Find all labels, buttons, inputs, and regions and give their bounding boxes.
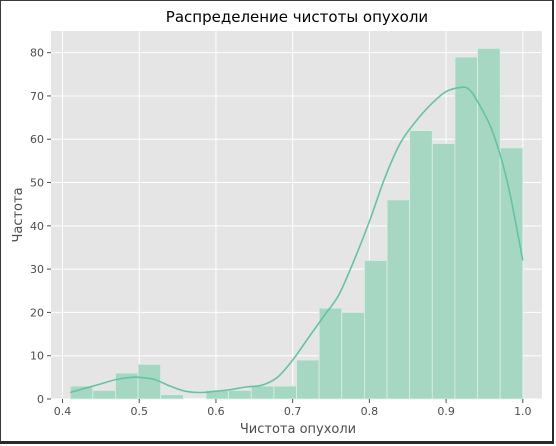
y-tick-label-1: 10 [30, 350, 44, 363]
histogram-bar-15 [409, 130, 433, 400]
x-axis-ticks: 0.4 0.5 0.6 0.7 0.8 0.9 1.0 [54, 399, 532, 418]
histogram-bar-14 [386, 199, 411, 400]
x-tick-label-3: 0.7 [284, 405, 302, 418]
y-tick-label-6: 60 [30, 133, 44, 146]
histogram-bar-8 [250, 385, 275, 400]
histogram-bar-1 [92, 389, 116, 400]
histogram-bar-19 [499, 147, 524, 400]
x-tick-label-0: 0.4 [54, 405, 72, 418]
histogram-bar-7 [228, 389, 252, 400]
histogram-bar-16 [431, 143, 456, 400]
histogram-bar-12 [341, 312, 365, 400]
histogram-bar-9 [273, 385, 297, 400]
y-tick-label-4: 40 [30, 220, 44, 233]
histogram-bar-0 [69, 385, 94, 400]
histogram-bar-18 [477, 47, 501, 400]
histogram-bar-13 [363, 260, 388, 400]
y-tick-label-7: 70 [30, 90, 44, 103]
x-tick-label-4: 0.8 [361, 405, 379, 418]
y-axis-label: Частота [11, 187, 26, 242]
kde-curve [69, 86, 524, 394]
y-axis-ticks: 0 10 20 30 40 50 60 70 80 [30, 47, 51, 406]
y-tick-label-3: 30 [30, 263, 44, 276]
y-tick-label-8: 80 [30, 47, 44, 60]
y-tick-label-0: 0 [37, 393, 44, 406]
x-tick-label-2: 0.6 [207, 405, 225, 418]
y-tick-label-2: 20 [30, 306, 44, 319]
x-tick-label-5: 0.9 [437, 405, 455, 418]
chart-title: Распределение чистоты опухоли [166, 8, 428, 26]
histogram-bar-17 [454, 56, 478, 400]
x-tick-label-6: 1.0 [514, 405, 532, 418]
x-tick-label-1: 0.5 [130, 405, 148, 418]
y-tick-label-5: 50 [30, 177, 44, 190]
histogram-bar-10 [296, 359, 320, 400]
x-axis-label: Чистота опухоли [240, 422, 356, 437]
histogram-bars [69, 47, 524, 400]
histogram-bar-11 [318, 307, 343, 400]
histogram-bar-3 [137, 363, 162, 400]
histogram-bar-4 [160, 394, 184, 400]
